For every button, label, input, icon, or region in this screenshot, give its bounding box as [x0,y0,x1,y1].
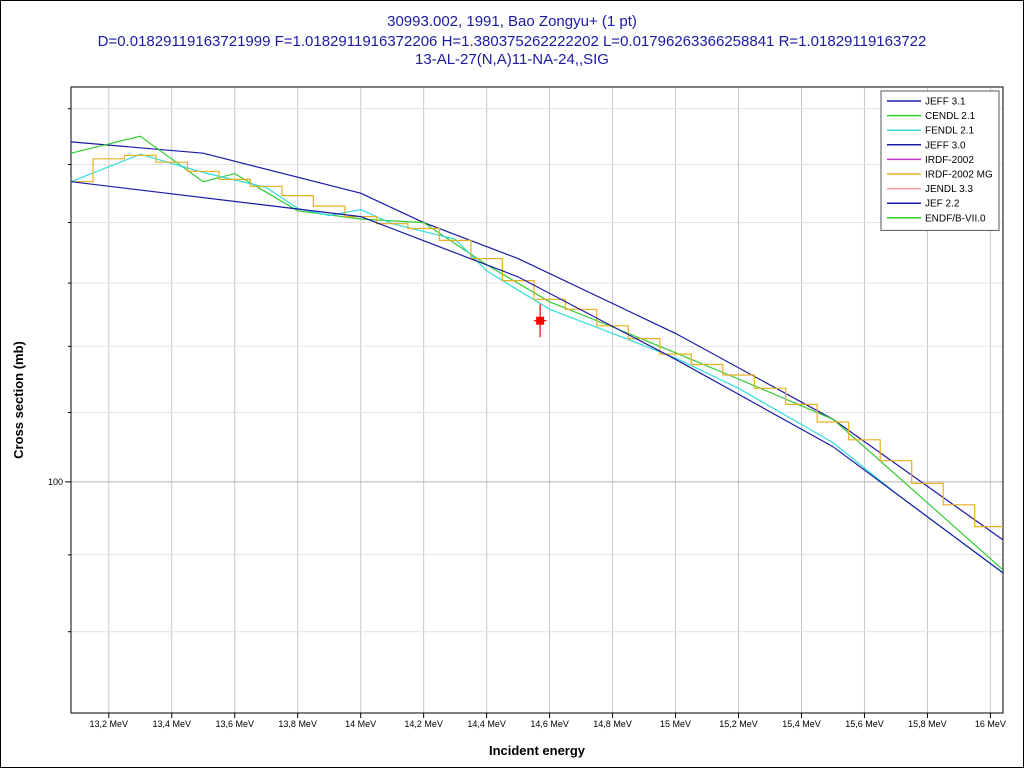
series-group [71,135,1003,574]
series-line-2 [71,153,1003,574]
legend-label: FENDL 2.1 [925,126,975,137]
x-tick-label: 13,6 MeV [215,719,254,729]
x-tick-label: 15,8 MeV [908,719,947,729]
plot-area [71,87,1003,713]
x-axis-title: Incident energy [489,743,586,758]
x-tick-label: 16 MeV [975,719,1006,729]
chart-subtitle-parameters: D=0.01829119163721999 F=1.01829119163722… [97,33,927,50]
x-tick-label: 15,2 MeV [719,719,758,729]
chart-subtitle-reaction: 13-AL-27(N,A)11-NA-24,,SIG [415,51,609,68]
legend-label: JEF 2.2 [925,199,960,210]
legend-box [880,90,1000,231]
x-tick-label: 15,4 MeV [782,719,821,729]
legend-label: ENDF/B-VII.0 [925,213,986,224]
legend-label: IRDF-2002 MG [925,170,993,181]
legend-label: JENDL 3.3 [925,184,973,195]
x-tick-label: 13,8 MeV [278,719,317,729]
data-point-0 [536,316,545,325]
x-tick-label: 13,4 MeV [152,719,191,729]
axes: 13,2 MeV 13,4 MeV 13,6 MeV 13,8 MeV 14 MeV 14… [11,86,1006,758]
chart-title: 30993.002, 1991, Bao Zongyu+ (1 pt) [387,13,637,30]
x-tick-label: 14,2 MeV [404,719,443,729]
data-points [533,304,547,338]
legend-label: JEFF 3.0 [925,140,966,151]
series-line-5 [71,154,1003,528]
plot-border [70,86,1004,714]
y-tick-label: 100 [48,477,63,487]
x-tick-label: 15,6 MeV [845,719,884,729]
legend-label: JEFF 3.1 [925,97,966,108]
x-tick-label: 14 MeV [345,719,376,729]
x-tick-label: 13,2 MeV [90,719,129,729]
legend-label: IRDF-2002 [925,155,974,166]
x-tick-label: 14,4 MeV [467,719,506,729]
y-axis-title: Cross section (mb) [11,341,26,459]
x-tick-label: 14,6 MeV [530,719,569,729]
legend: JEFF 3.1 CENDL 2.1 FENDL 2.1 JEFF 3.0 IRDF-2… [880,90,1000,231]
x-tick-label: 14,8 MeV [593,719,632,729]
x-tick-label: 15 MeV [660,719,691,729]
grid [71,87,1003,713]
legend-label: CENDL 2.1 [925,111,976,122]
series-line-7 [71,181,1003,574]
